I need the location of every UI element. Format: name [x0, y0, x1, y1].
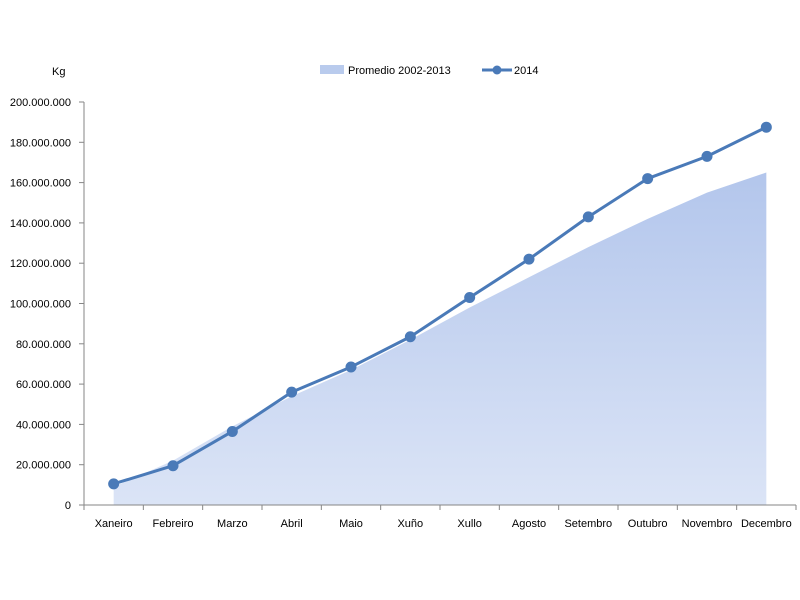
point-2014 [404, 331, 416, 343]
point-2014 [464, 291, 476, 303]
point-2014 [286, 386, 298, 398]
x-tick-label: Outubro [628, 518, 668, 530]
y-tick-label: 60.000.000 [16, 379, 71, 391]
x-tick-label: Decembro [741, 518, 792, 530]
y-tick-label: 160.000.000 [10, 178, 71, 190]
y-tick-label: 180.000.000 [10, 137, 71, 149]
x-tick-label: Maio [339, 518, 363, 530]
y-tick-label: 40.000.000 [16, 419, 71, 431]
y-tick-label: 80.000.000 [16, 339, 71, 351]
area-promedio [113, 172, 767, 505]
legend-label-promedio: Promedio 2002-2013 [348, 65, 451, 77]
legend-label-2014: 2014 [514, 65, 538, 77]
y-tick-label: 0 [65, 500, 71, 512]
point-2014 [582, 211, 594, 223]
y-tick-label: 100.000.000 [10, 299, 71, 311]
x-tick-label: Agosto [512, 518, 546, 530]
x-tick-label: Xaneiro [95, 518, 133, 530]
x-tick-label: Xuño [397, 518, 423, 530]
y-tick-label: 120.000.000 [10, 258, 71, 270]
line-2014 [113, 125, 767, 486]
legend-marker-2014 [492, 65, 502, 75]
y-tick-label: 20.000.000 [16, 460, 71, 472]
y-tick-label: 140.000.000 [10, 218, 71, 230]
x-tick-label: Xullo [457, 518, 481, 530]
point-2014 [226, 425, 238, 437]
x-tick-label: Setembro [564, 518, 612, 530]
point-2014 [167, 460, 179, 472]
y-tick-label: 200.000.000 [10, 97, 71, 109]
point-2014 [701, 150, 713, 162]
x-tick-label: Marzo [217, 518, 248, 530]
point-2014 [345, 361, 357, 373]
x-tick-label: Abril [281, 518, 303, 530]
x-tick-label: Febreiro [153, 518, 194, 530]
legend-swatch-promedio [320, 65, 344, 74]
point-2014 [108, 478, 120, 490]
x-tick-label: Novembro [682, 518, 733, 530]
y-axis-label: Kg [52, 66, 65, 78]
point-2014 [760, 121, 772, 133]
point-2014 [642, 173, 654, 185]
point-2014 [523, 253, 535, 265]
